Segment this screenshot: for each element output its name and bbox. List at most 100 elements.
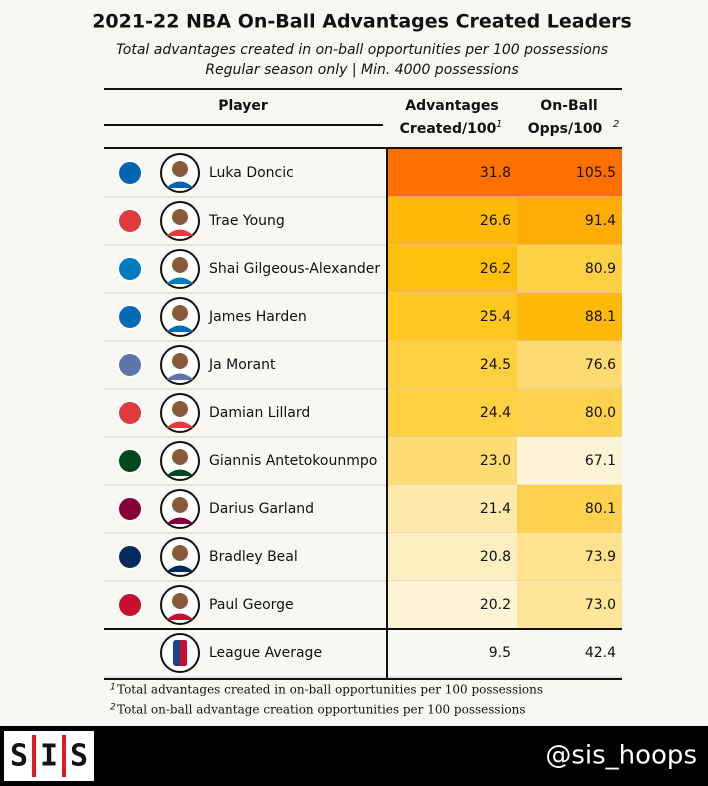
opps-value: 76.6: [585, 357, 616, 373]
team-logo: [117, 592, 143, 618]
player-name: Bradley Beal: [209, 549, 298, 565]
headshot-face: [172, 161, 188, 177]
opps-value: 80.1: [585, 501, 616, 517]
adv-value: 23.0: [480, 453, 511, 469]
adv-value: 21.4: [480, 501, 511, 517]
heat-cell: [517, 437, 622, 485]
heat-cell: [387, 389, 517, 437]
title: 2021-22 NBA On-Ball Advantages Created L…: [92, 11, 632, 33]
logo-letter: S: [70, 739, 88, 774]
team-logo: [117, 496, 143, 522]
heat-cell: [517, 533, 622, 581]
player-name: Paul George: [209, 597, 294, 613]
footnote: Total on-ball advantage creation opportu…: [117, 703, 526, 717]
opps-value: 67.1: [585, 453, 616, 469]
headshot-face: [172, 593, 188, 609]
heat-cell: [517, 149, 622, 197]
player-name: James Harden: [208, 309, 307, 325]
footnote-marker: 1: [110, 683, 116, 693]
team-logo: [117, 352, 143, 378]
footnote: Total advantages created in on-ball oppo…: [117, 683, 543, 697]
heat-cell: [387, 341, 517, 389]
headshot-face: [172, 257, 188, 273]
column-header: Player: [218, 98, 268, 114]
footer-bar: [0, 726, 708, 786]
nba-logo: [180, 640, 187, 666]
player-name: Darius Garland: [209, 501, 314, 517]
handle: @sis_hoops: [545, 741, 697, 771]
team-logo: [117, 160, 143, 186]
adv-value: 20.8: [480, 549, 511, 565]
heat-cell: [387, 485, 517, 533]
headshot-body: [166, 181, 194, 188]
footnote-marker: 1: [496, 119, 502, 130]
heat-cell: [387, 197, 517, 245]
heat-cell: [517, 293, 622, 341]
heat-cell: [517, 197, 622, 245]
headshot-body: [166, 469, 194, 476]
headshot-face: [172, 401, 188, 417]
team-logo: [117, 544, 143, 570]
team-logo: [117, 400, 143, 426]
adv-value: 24.4: [480, 405, 511, 421]
heat-cell: [517, 581, 622, 629]
heat-cell: [387, 533, 517, 581]
opps-value: 80.9: [585, 261, 616, 277]
headshot-body: [166, 565, 194, 572]
opps-value: 88.1: [585, 309, 616, 325]
headshot-face: [172, 449, 188, 465]
player-name: Luka Doncic: [209, 165, 294, 181]
player-name: Damian Lillard: [209, 405, 310, 421]
opps-value: 91.4: [585, 213, 616, 229]
column-header: Advantages: [405, 98, 498, 114]
adv-value: 24.5: [480, 357, 511, 373]
adv-value: 31.8: [480, 165, 511, 181]
column-header: Opps/100: [528, 121, 603, 137]
opps-value: 73.9: [585, 549, 616, 565]
headshot-face: [172, 209, 188, 225]
headshot-face: [172, 545, 188, 561]
opps-value: 80.0: [585, 405, 616, 421]
heat-cell: [517, 341, 622, 389]
logo-bar: [32, 735, 36, 777]
headshot-body: [166, 325, 194, 332]
subtitle: Regular season only | Min. 4000 possessi…: [205, 62, 518, 78]
team-logo: [117, 208, 143, 234]
team-logo: [117, 256, 143, 282]
heat-cell: [387, 581, 517, 629]
opps-value: 105.5: [576, 165, 616, 181]
headshot-face: [172, 497, 188, 513]
player-name: Trae Young: [208, 213, 285, 229]
headshot-body: [166, 373, 194, 380]
adv-value: 26.6: [480, 213, 511, 229]
adv-value: 9.5: [489, 645, 511, 661]
logo-letter: S: [10, 739, 28, 774]
heat-cell: [387, 437, 517, 485]
heat-cell: [517, 245, 622, 293]
headshot-body: [166, 517, 194, 524]
heat-cell: [517, 389, 622, 437]
team-logo: [117, 448, 143, 474]
heat-cell: [387, 293, 517, 341]
logo-box: [4, 731, 94, 781]
player-name: Ja Morant: [208, 357, 276, 373]
adv-value: 20.2: [480, 597, 511, 613]
adv-value: 25.4: [480, 309, 511, 325]
opps-value: 42.4: [585, 645, 616, 661]
logo-letter: I: [40, 739, 58, 774]
headshot-face: [172, 305, 188, 321]
headshot-body: [166, 421, 194, 428]
footnote-marker: 2: [110, 703, 116, 713]
headshot-body: [166, 229, 194, 236]
team-logo: [117, 304, 143, 330]
player-name: Shai Gilgeous-Alexander: [209, 261, 380, 277]
column-header: Created/100: [400, 121, 497, 137]
player-name: League Average: [209, 645, 322, 661]
headshot-body: [166, 613, 194, 620]
column-header: On-Ball: [540, 98, 597, 114]
heat-cell: [387, 245, 517, 293]
logo-bar: [62, 735, 66, 777]
footnote-marker: 2: [613, 119, 619, 130]
heat-cell: [387, 149, 517, 197]
